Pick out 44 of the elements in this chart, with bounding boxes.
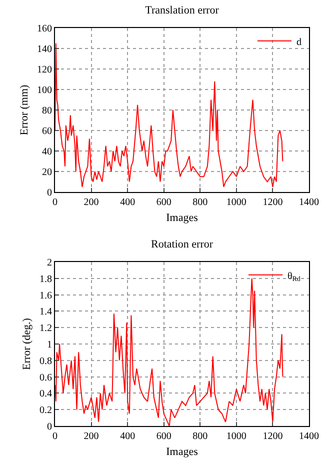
y-tick-label: 0 <box>47 422 52 432</box>
x-tick-label: 400 <box>120 431 136 442</box>
legend-label: θ$_{Rd}$ <box>287 270 301 283</box>
y-tick-label: 120 <box>37 64 52 76</box>
y-tick-label: 100 <box>37 85 52 96</box>
x-axis-title: Images <box>166 446 198 458</box>
y-tick-label: 20 <box>42 167 52 178</box>
x-tick-label: 200 <box>84 197 99 208</box>
y-tick-label: 0.4 <box>40 388 52 400</box>
y-tick-label: 1.6 <box>40 290 52 302</box>
x-tick-label: 1200 <box>262 197 283 208</box>
x-tick-label: 800 <box>192 197 208 208</box>
x-tick-label: 1000 <box>226 431 246 442</box>
chart-title: Translation error <box>145 4 220 17</box>
x-tick-label: 400 <box>120 197 136 208</box>
y-tick-label: 0.8 <box>40 356 52 367</box>
x-tick-label: 600 <box>156 431 172 442</box>
x-tick-label: 200 <box>84 431 99 442</box>
x-tick-label: 1000 <box>226 197 246 208</box>
y-tick-label: 0.6 <box>40 372 52 384</box>
line-series <box>55 278 284 426</box>
y-axis-title: Error (deg.) <box>21 318 34 370</box>
x-tick-label: 600 <box>156 197 172 208</box>
x-tick-label: 1200 <box>262 431 283 442</box>
y-tick-label: 1.8 <box>40 274 52 285</box>
x-axis-title: Images <box>166 212 198 224</box>
y-tick-label: 2 <box>47 258 52 268</box>
x-tick-label: 800 <box>192 431 208 442</box>
y-tick-label: 1.4 <box>40 306 52 318</box>
y-axis-title: Error (mm) <box>18 84 31 136</box>
y-tick-label: 0 <box>47 188 52 198</box>
x-tick-label: 1400 <box>299 197 319 208</box>
y-tick-label: 1.2 <box>40 323 52 334</box>
y-tick-label: 0.2 <box>40 405 52 416</box>
y-tick-label: 60 <box>42 126 52 137</box>
chart-title: Rotation error <box>151 238 214 251</box>
legend-label: d <box>296 36 302 48</box>
y-tick-label: 80 <box>42 106 52 116</box>
x-tick-label: 1400 <box>299 431 319 442</box>
y-tick-label: 140 <box>37 44 52 55</box>
y-tick-label: 1 <box>47 340 52 350</box>
y-tick-label: 160 <box>37 24 52 34</box>
line-series <box>55 42 284 188</box>
y-tick-label: 40 <box>42 146 52 158</box>
